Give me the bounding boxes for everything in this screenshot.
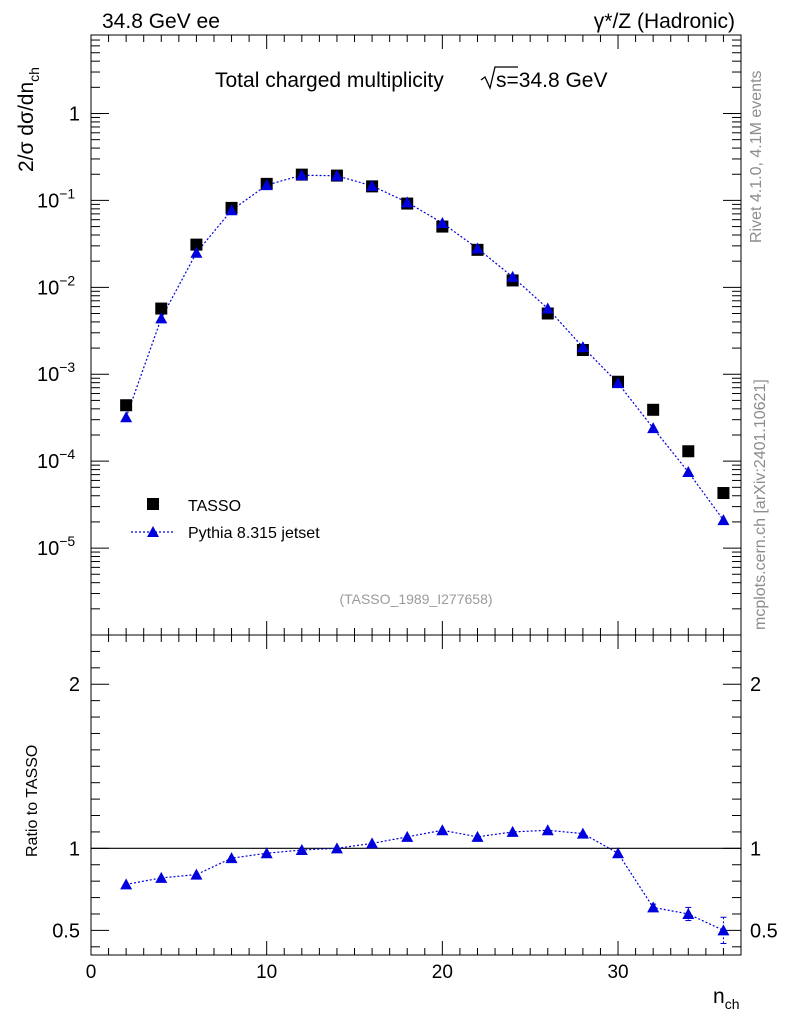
pythia-data-point: [436, 216, 449, 228]
y-tick-label-base: 10: [37, 277, 59, 299]
header-left: 34.8 GeV ee: [102, 10, 220, 33]
ratio-data-point: [366, 837, 379, 849]
ratio-data-point: [155, 871, 168, 883]
tasso-data-point: [682, 445, 695, 458]
main-title-text: Total charged multiplicity: [215, 69, 444, 92]
mcplots-source-label: mcplots.cern.ch [arXiv:2401.10621]: [752, 379, 769, 630]
ratio-data-point: [330, 842, 343, 854]
ratio-data-point: [541, 824, 554, 836]
pythia-data-point: [647, 422, 660, 434]
tasso-data-point: [190, 238, 203, 251]
ratio-y-axis-label: Ratio to TASSO: [24, 745, 41, 857]
ratio-y-tick-label-right: 1: [750, 838, 761, 860]
main-y-axis-label-sub: ch: [26, 67, 42, 82]
pythia-data-point: [295, 169, 308, 181]
ratio-data-point: [506, 825, 519, 837]
y-tick-label: 1: [69, 103, 80, 125]
pythia-data-point: [717, 514, 730, 526]
ratio-y-tick-label: 1: [69, 838, 80, 860]
y-tick-label-exponent: −2: [59, 272, 75, 288]
y-tick-label-exponent: −3: [59, 359, 75, 375]
ratio-y-tick-label-right: 0.5: [750, 920, 778, 942]
ratio-data-point: [436, 824, 449, 836]
pythia-data-point: [190, 246, 203, 258]
main-title-energy: s=34.8 GeV: [496, 69, 608, 92]
ratio-data-point: [190, 868, 203, 880]
pythia-data-point: [155, 312, 168, 324]
y-tick-label-exponent: −1: [59, 185, 75, 201]
ratio-data-point: [120, 878, 133, 890]
pythia-data-point: [260, 179, 273, 191]
ratio-data-point: [612, 847, 625, 859]
legend: TASSO Pythia 8.315 jetset: [131, 498, 320, 542]
x-tick-label: 30: [607, 962, 628, 983]
ratio-data-point: [576, 827, 589, 839]
pythia-data-point: [366, 179, 379, 191]
ratio-data-point: [682, 907, 695, 919]
rivet-version-label: Rivet 4.1.0, 4.1M events: [748, 70, 765, 243]
pythia-data-point: [225, 204, 238, 216]
main-plot-frame: [90, 34, 742, 636]
header-right: γ*/Z (Hadronic): [594, 10, 735, 33]
ratio-data-point: [401, 830, 414, 842]
x-tick-label: 20: [432, 962, 453, 983]
ratio-y-tick-label: 0.5: [52, 920, 80, 942]
legend-tasso-label: TASSO: [188, 498, 241, 515]
y-tick-label: 10−4: [37, 446, 75, 473]
y-tick-label-base: 10: [37, 538, 59, 560]
ratio-plot-frame: [90, 634, 742, 956]
ratio-data-point: [260, 847, 273, 859]
y-tick-label: 10−2: [37, 272, 75, 299]
pythia-data-point: [576, 341, 589, 353]
sqrt-sign: [480, 66, 518, 90]
tasso-data-point: [647, 403, 660, 416]
x-tick-label: 10: [256, 962, 277, 983]
y-tick-label: 10−1: [37, 185, 75, 212]
ratio-data-point: [717, 924, 730, 936]
pythia-data-point: [541, 302, 554, 314]
pythia-series-line: [125, 174, 724, 521]
x-axis-label-sub: ch: [725, 996, 740, 1012]
ratio-data-point: [295, 843, 308, 855]
y-tick-label-base: 10: [37, 364, 59, 386]
y-tick-label-exponent: −5: [59, 533, 75, 549]
y-tick-label: 10−5: [37, 533, 75, 560]
pythia-data-point: [612, 377, 625, 389]
y-tick-label-base: 10: [37, 190, 59, 212]
tasso-data-point: [717, 487, 730, 500]
data-layer: [120, 168, 730, 945]
ratio-data-point: [225, 852, 238, 864]
ratio-y-tick-label: 2: [69, 674, 80, 696]
pythia-data-point: [401, 196, 414, 208]
tasso-data-point: [155, 302, 168, 315]
tasso-data-point: [120, 399, 133, 412]
analysis-watermark: (TASSO_1989_I277658): [339, 591, 492, 607]
legend-tasso-marker: [147, 498, 159, 510]
main-y-axis-label: 2/σ dσ/dnch: [15, 67, 42, 172]
legend-pythia-label: Pythia 8.315 jetset: [188, 525, 320, 542]
x-axis-label: nch: [713, 985, 739, 1012]
ratio-series-line: [126, 829, 724, 931]
ratio-y-tick-label-right: 2: [750, 674, 761, 696]
main-title: Total charged multiplicity: [215, 69, 444, 92]
pythia-data-point: [506, 270, 519, 282]
legend-pythia-marker: [147, 526, 159, 537]
pythia-data-point: [682, 466, 695, 478]
y-tick-label-exponent: −4: [59, 446, 75, 462]
y-tick-label-base: 1: [69, 103, 80, 125]
y-tick-label: 10−3: [37, 359, 75, 386]
ratio-data-point: [647, 901, 660, 913]
pythia-data-point: [471, 242, 484, 254]
x-tick-label: 0: [86, 962, 97, 983]
ratio-data-point: [471, 830, 484, 842]
pythia-data-point: [120, 411, 133, 423]
pythia-data-point: [330, 169, 343, 181]
y-tick-label-base: 10: [37, 451, 59, 473]
